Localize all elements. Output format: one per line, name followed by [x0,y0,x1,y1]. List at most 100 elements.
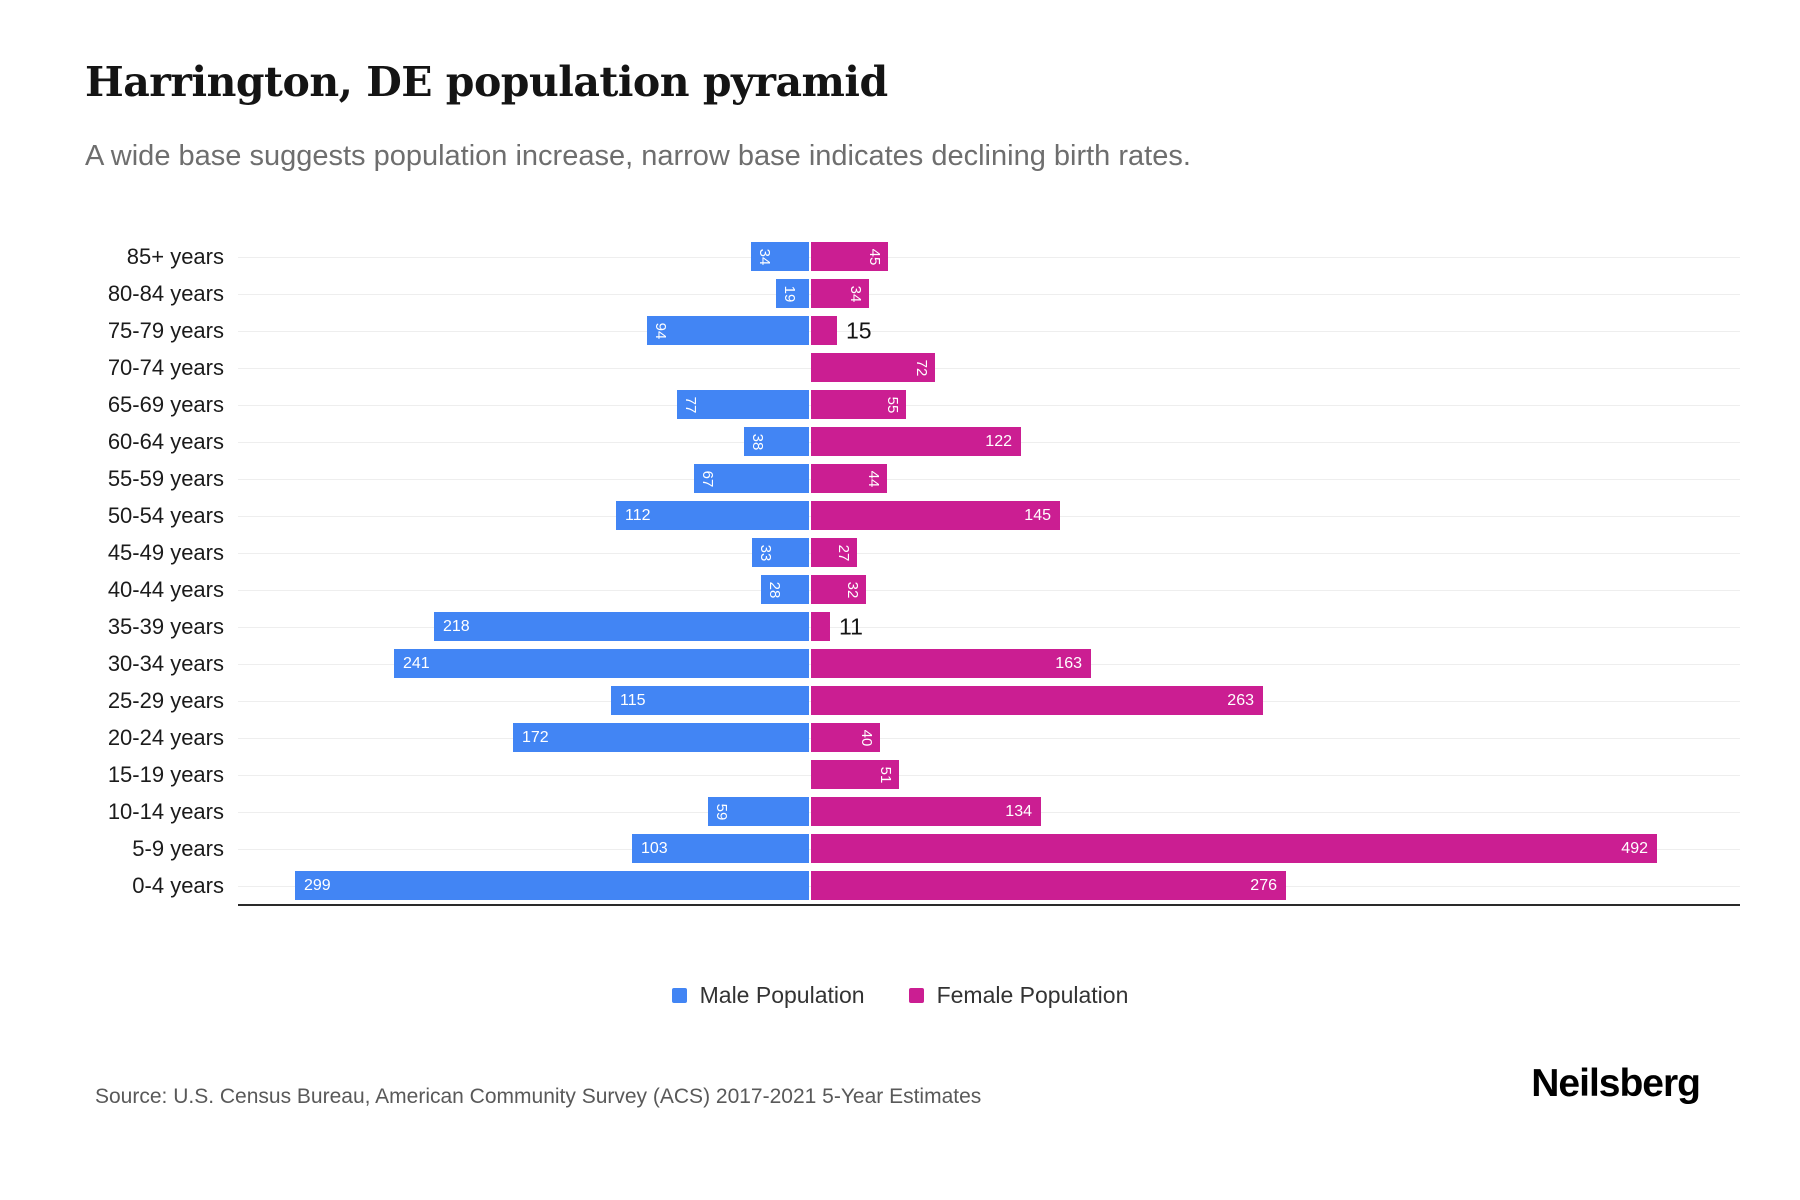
age-label: 50-54 years [107,502,224,528]
age-label: 35-39 years [107,613,224,639]
plot-area: 51 [238,760,1740,789]
gridline [238,256,1740,258]
female-region: 27 [810,538,1740,567]
chart-row: 55-59 years 67 44 [90,460,1740,497]
male-bar: 94 [647,316,809,345]
female-bar [811,612,830,641]
bar-value-label: 33 [757,544,774,561]
male-region: 241 [238,649,810,678]
female-bar: 34 [811,279,869,308]
bar-value-label: 241 [403,654,430,672]
plot-area: 28 32 [238,575,1740,604]
bar-value-label: 145 [1024,506,1051,524]
gridline [238,737,1740,739]
chart-row: 65-69 years 77 55 [90,386,1740,423]
male-bar: 59 [708,797,809,826]
chart-row: 50-54 years 112 145 [90,497,1740,534]
male-region: 172 [238,723,810,752]
female-bar: 44 [811,464,887,493]
age-label: 60-64 years [107,428,224,454]
gridline [238,404,1740,406]
male-region: 33 [238,538,810,567]
male-region: 59 [238,797,810,826]
male-region: 94 [238,316,810,345]
source-note: Source: U.S. Census Bureau, American Com… [95,1085,982,1108]
bar-value-label: 72 [913,359,930,376]
gridline [238,478,1740,480]
male-bar: 67 [694,464,809,493]
female-region: 45 [810,242,1740,271]
page-title: Harrington, DE population pyramid [85,58,888,106]
female-bar: 51 [811,760,899,789]
male-region: 67 [238,464,810,493]
chart-row: 45-49 years 33 27 [90,534,1740,571]
male-region: 19 [238,279,810,308]
male-bar: 299 [295,871,809,900]
bar-value-label: 34 [847,285,864,302]
male-bar: 241 [394,649,809,678]
bar-value-label: 134 [1005,802,1032,820]
plot-area: 38 122 [238,427,1740,456]
bar-value-label: 218 [443,617,470,635]
male-bar: 103 [632,834,809,863]
bar-value-label: 28 [766,581,783,598]
bar-value-label: 59 [713,803,730,820]
female-region: 263 [810,686,1740,715]
legend: Male Population Female Population [0,982,1800,1009]
plot-area: 59 134 [238,797,1740,826]
chart-row: 85+ years 34 45 [90,238,1740,275]
male-region: 115 [238,686,810,715]
male-bar: 218 [434,612,809,641]
bar-value-label: 32 [844,581,861,598]
plot-area: 67 44 [238,464,1740,493]
age-label: 85+ years [126,243,224,269]
male-bar: 172 [513,723,809,752]
female-region: 34 [810,279,1740,308]
plot-area: 299 276 [238,871,1740,900]
female-region: 11 [810,612,1740,641]
female-region: 15 [810,316,1740,345]
male-region: 103 [238,834,810,863]
bar-value-label: 11 [839,613,863,639]
male-region: 299 [238,871,810,900]
male-swatch [671,988,687,1003]
bar-value-label: 67 [699,470,716,487]
chart-row: 40-44 years 28 32 [90,571,1740,608]
plot-area: 112 145 [238,501,1740,530]
age-label: 65-69 years [107,391,224,417]
bar-value-label: 15 [846,317,872,343]
age-label: 55-59 years [107,465,224,491]
legend-label-male: Male Population [699,982,865,1008]
bar-value-label: 27 [835,544,852,561]
female-bar: 45 [811,242,888,271]
female-region: 163 [810,649,1740,678]
female-region: 72 [810,353,1740,382]
gridline [238,367,1740,369]
male-bar: 112 [616,501,809,530]
plot-area: 33 27 [238,538,1740,567]
population-pyramid-chart: 85+ years 34 45 80-84 years 19 34 75-79 years 9… [90,238,1740,904]
bar-value-label: 55 [884,396,901,413]
age-label: 25-29 years [107,687,224,713]
male-bar: 19 [776,279,809,308]
age-label: 0-4 years [132,872,224,898]
female-region: 55 [810,390,1740,419]
bar-value-label: 172 [522,728,549,746]
plot-area: 34 45 [238,242,1740,271]
plot-area: 94 15 [238,316,1740,345]
bar-value-label: 44 [865,470,882,487]
male-region: 28 [238,575,810,604]
male-bar: 77 [677,390,809,419]
age-label: 70-74 years [107,354,224,380]
female-bar: 276 [811,871,1286,900]
male-region: 112 [238,501,810,530]
chart-row: 15-19 years 51 [90,756,1740,793]
plot-area: 103 492 [238,834,1740,863]
bar-value-label: 112 [625,506,651,524]
chart-row: 70-74 years 72 [90,349,1740,386]
legend-label-female: Female Population [936,982,1129,1008]
bar-value-label: 94 [652,322,669,339]
female-region: 32 [810,575,1740,604]
gridline [238,293,1740,295]
male-region: 77 [238,390,810,419]
